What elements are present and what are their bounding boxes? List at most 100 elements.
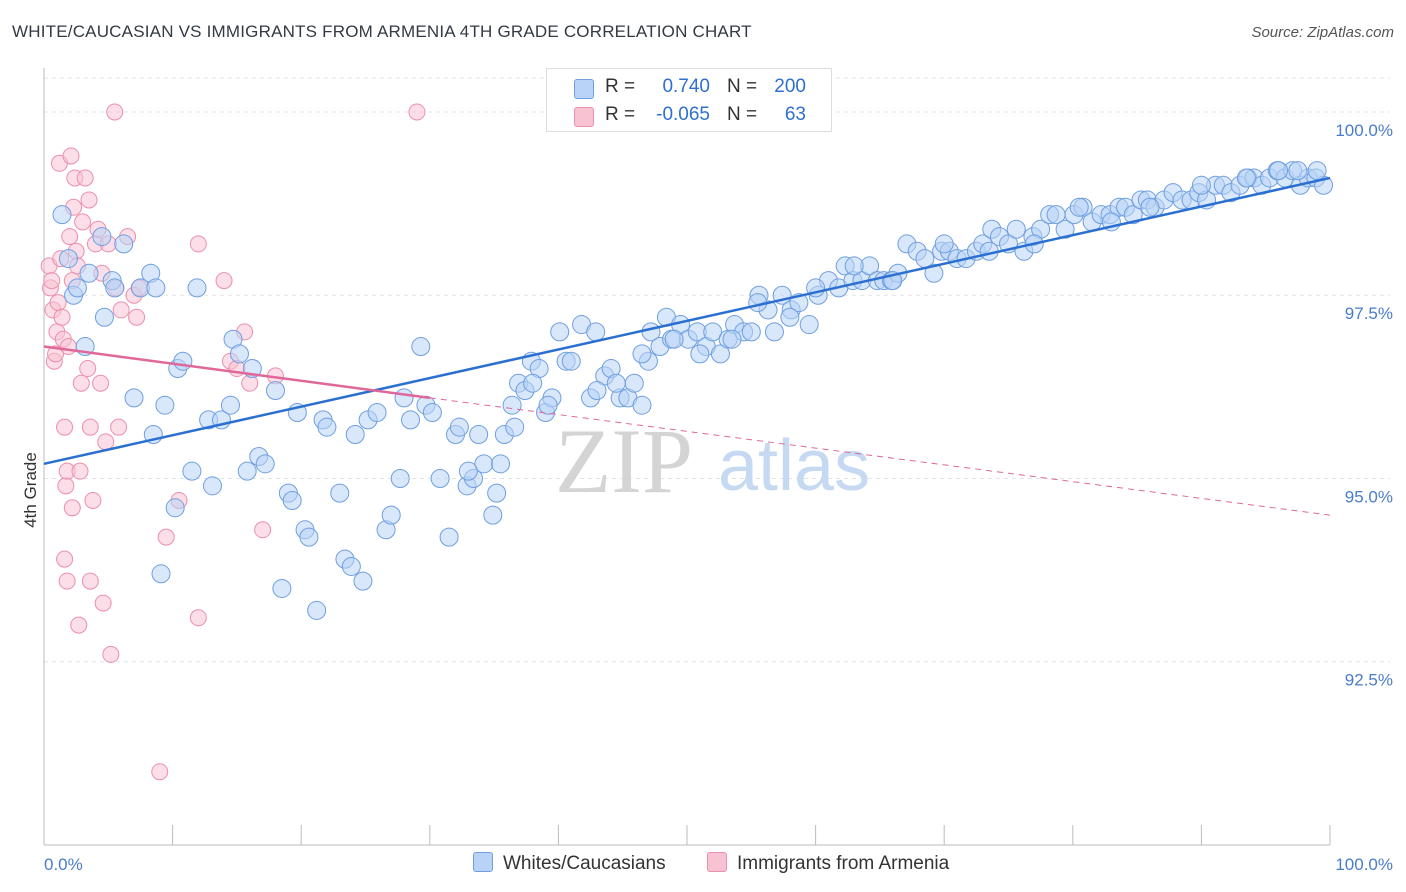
point-whites	[155, 395, 175, 415]
point-whites	[173, 351, 193, 371]
point-whites	[780, 307, 800, 327]
point-armenia	[189, 235, 207, 253]
point-whites	[330, 483, 350, 503]
point-armenia	[97, 433, 115, 451]
point-whites	[924, 263, 944, 283]
point-whites	[690, 344, 710, 364]
y-tick-label-3: 100.0%	[1335, 121, 1393, 140]
point-whites	[79, 263, 99, 283]
n-value: 63	[784, 104, 806, 125]
point-whites	[307, 600, 327, 620]
point-armenia	[81, 572, 99, 590]
y-tick-label-0: 92.5%	[1345, 671, 1393, 690]
point-armenia	[189, 609, 207, 627]
point-armenia	[254, 521, 272, 539]
point-armenia	[74, 213, 92, 231]
legend-item-armenia: Immigrants from Armenia	[707, 852, 949, 875]
point-whites	[151, 564, 171, 584]
point-whites	[265, 381, 285, 401]
watermark-zip: ZIP	[555, 410, 693, 512]
point-armenia	[70, 616, 88, 634]
point-whites	[624, 373, 644, 393]
n-label: N =	[727, 76, 758, 97]
point-armenia	[72, 374, 90, 392]
point-whites	[229, 344, 249, 364]
series-whites-caucasians	[52, 161, 1334, 620]
point-armenia	[62, 147, 80, 165]
r-label: R =	[605, 104, 636, 125]
x-tick-label-1: 100.0%	[1335, 855, 1393, 874]
point-whites	[799, 315, 819, 335]
chart-source: Source: ZipAtlas.com	[1251, 24, 1394, 41]
point-whites	[92, 227, 112, 247]
point-whites	[1069, 197, 1089, 217]
point-whites	[187, 278, 207, 298]
point-whites	[483, 505, 503, 525]
legend-row-armenia: R = -0.065 N = 63	[547, 101, 831, 129]
point-armenia	[106, 103, 124, 121]
point-whites	[703, 322, 723, 342]
point-whites	[458, 461, 478, 481]
trend-line-armenia	[43, 345, 430, 400]
point-whites	[550, 322, 570, 342]
point-armenia	[102, 645, 120, 663]
point-whites	[502, 395, 522, 415]
point-whites	[1055, 219, 1075, 239]
point-armenia	[215, 272, 233, 290]
point-whites	[1006, 219, 1026, 239]
point-armenia	[56, 418, 74, 436]
point-whites	[632, 395, 652, 415]
point-whites	[124, 388, 144, 408]
point-armenia	[408, 103, 426, 121]
point-whites	[523, 373, 543, 393]
point-whites	[469, 425, 489, 445]
point-armenia	[49, 294, 67, 312]
legend-item-whites: Whites/Caucasians	[473, 852, 666, 875]
point-whites	[58, 249, 78, 269]
point-armenia	[53, 308, 71, 326]
point-whites	[587, 381, 607, 401]
point-whites	[220, 395, 240, 415]
chart-title: WHITE/CAUCASIAN VS IMMIGRANTS FROM ARMEN…	[12, 22, 752, 41]
point-whites	[422, 403, 442, 423]
n-label: N =	[727, 104, 758, 125]
n-value: 200	[774, 76, 806, 97]
trend-line-armenia-extension	[429, 397, 1331, 516]
point-armenia	[112, 301, 130, 319]
point-whites	[67, 278, 87, 298]
point-whites	[664, 329, 684, 349]
point-whites	[94, 307, 114, 327]
tick-labels: 92.5% 95.0% 97.5% 100.0% 0.0% 100.0%	[44, 121, 1393, 874]
legend-label-armenia: Immigrants from Armenia	[737, 853, 950, 874]
point-whites	[367, 403, 387, 423]
r-value: 0.740	[662, 76, 710, 97]
point-whites	[282, 490, 302, 510]
point-armenia	[63, 499, 81, 517]
point-whites	[272, 578, 292, 598]
point-whites	[430, 468, 450, 488]
point-armenia	[71, 462, 89, 480]
y-axis-label: 4th Grade	[21, 452, 40, 528]
point-whites	[1288, 161, 1308, 181]
point-armenia	[43, 272, 61, 290]
point-whites	[114, 234, 134, 254]
stats-legend: R = 0.740 N = 200 R = -0.065 N = 63	[546, 68, 832, 132]
point-whites	[105, 278, 125, 298]
point-whites	[1123, 205, 1143, 225]
legend-swatch-blue	[473, 852, 493, 872]
watermark: ZIP atlas	[555, 410, 870, 512]
point-whites	[146, 278, 166, 298]
point-whites	[1307, 161, 1327, 181]
point-whites	[1269, 161, 1289, 181]
point-whites	[317, 417, 337, 437]
point-whites	[764, 322, 784, 342]
series-immigrants-armenia	[40, 103, 426, 781]
trend-lines	[43, 176, 1331, 516]
point-whites	[1140, 197, 1160, 217]
point-whites	[449, 417, 469, 437]
y-tick-label-1: 95.0%	[1345, 487, 1393, 506]
point-whites	[341, 556, 361, 576]
point-whites	[632, 344, 652, 364]
point-whites	[586, 322, 606, 342]
